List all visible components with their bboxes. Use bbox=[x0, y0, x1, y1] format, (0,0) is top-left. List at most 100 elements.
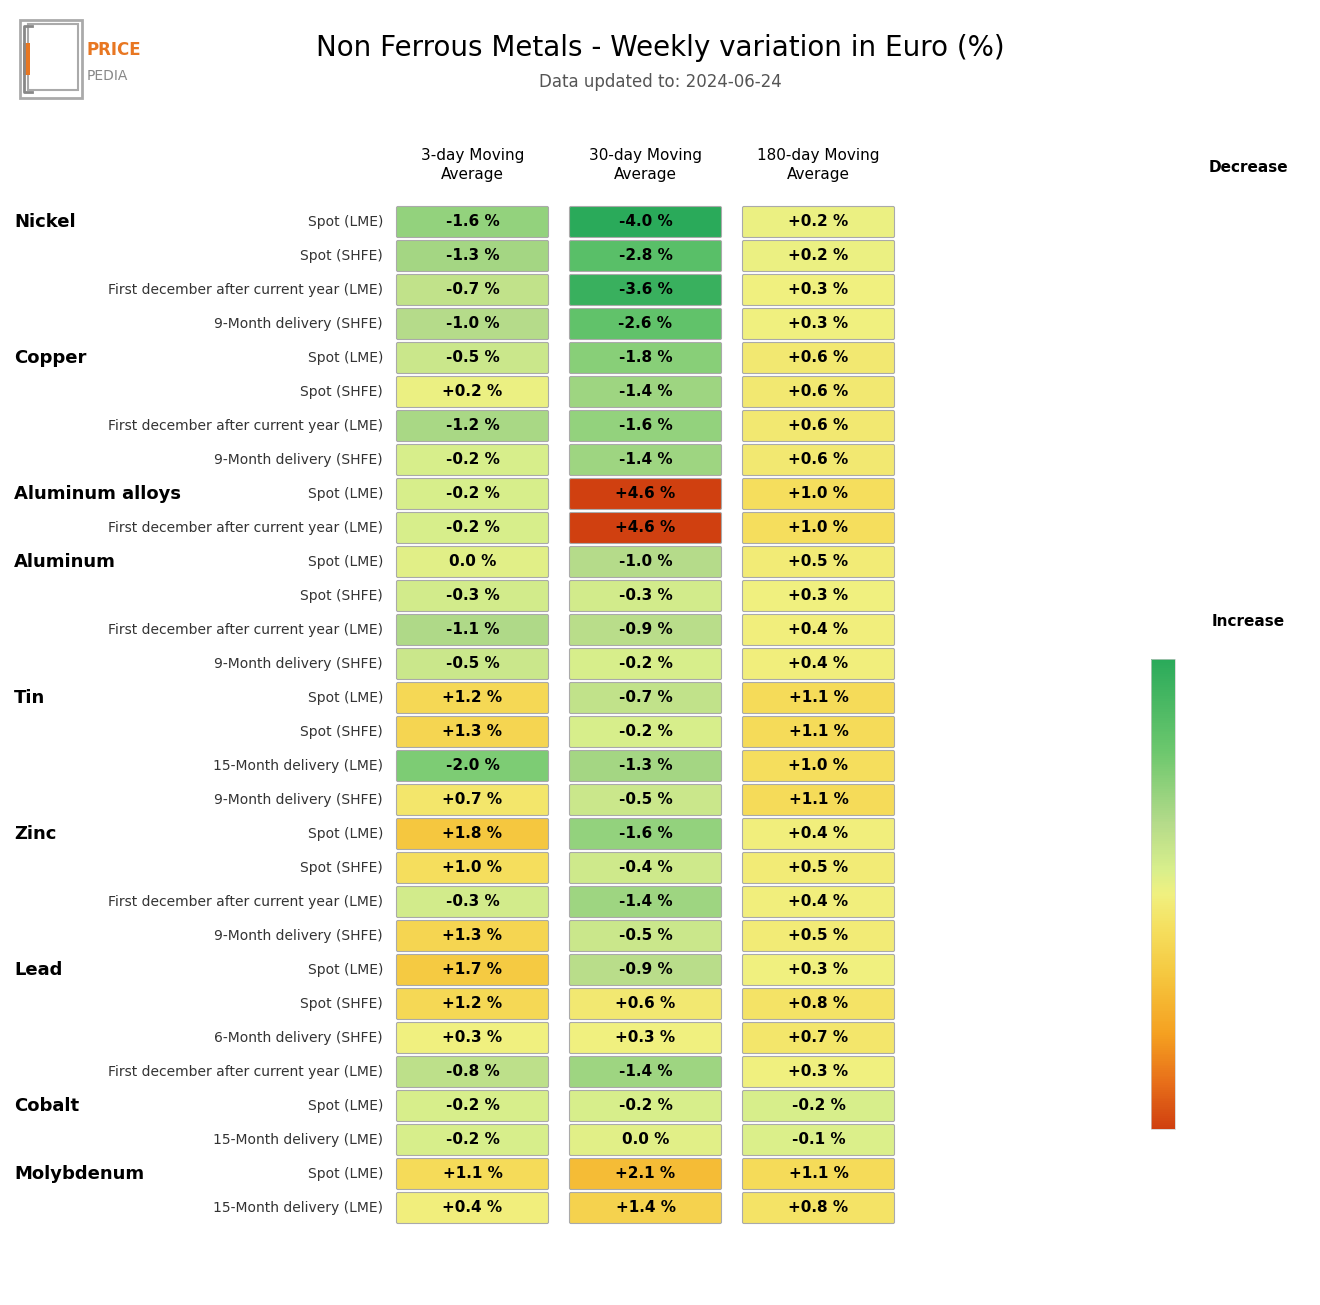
Text: -0.2 %: -0.2 % bbox=[619, 1099, 672, 1113]
Text: +0.4 %: +0.4 % bbox=[442, 1201, 503, 1215]
Text: 9-Month delivery (SHFE): 9-Month delivery (SHFE) bbox=[214, 656, 383, 671]
FancyBboxPatch shape bbox=[396, 308, 549, 339]
Text: +1.0 %: +1.0 % bbox=[788, 487, 849, 501]
Text: +0.3 %: +0.3 % bbox=[788, 317, 849, 331]
Text: Nickel: Nickel bbox=[15, 213, 75, 231]
FancyBboxPatch shape bbox=[396, 920, 549, 951]
Text: Molybdenum: Molybdenum bbox=[15, 1165, 144, 1184]
FancyBboxPatch shape bbox=[742, 479, 895, 509]
Text: +1.1 %: +1.1 % bbox=[788, 792, 849, 808]
FancyBboxPatch shape bbox=[569, 1159, 722, 1189]
FancyBboxPatch shape bbox=[742, 1091, 895, 1121]
FancyBboxPatch shape bbox=[742, 852, 895, 883]
FancyBboxPatch shape bbox=[396, 274, 549, 305]
Text: Spot (LME): Spot (LME) bbox=[308, 827, 383, 840]
FancyBboxPatch shape bbox=[742, 784, 895, 816]
Text: First december after current year (LME): First december after current year (LME) bbox=[108, 895, 383, 910]
Text: 9-Month delivery (SHFE): 9-Month delivery (SHFE) bbox=[214, 453, 383, 467]
Text: +2.1 %: +2.1 % bbox=[615, 1167, 676, 1181]
Text: +0.6 %: +0.6 % bbox=[788, 385, 849, 399]
Text: -1.4 %: -1.4 % bbox=[619, 1065, 672, 1079]
Text: -1.1 %: -1.1 % bbox=[446, 622, 499, 638]
FancyBboxPatch shape bbox=[396, 547, 549, 578]
Text: -1.0 %: -1.0 % bbox=[446, 317, 499, 331]
Bar bbox=[20, 20, 82, 98]
FancyBboxPatch shape bbox=[569, 920, 722, 951]
FancyBboxPatch shape bbox=[742, 649, 895, 680]
Text: 0.0 %: 0.0 % bbox=[449, 555, 496, 569]
Text: +1.1 %: +1.1 % bbox=[442, 1167, 503, 1181]
FancyBboxPatch shape bbox=[569, 274, 722, 305]
FancyBboxPatch shape bbox=[742, 750, 895, 782]
Text: 9-Month delivery (SHFE): 9-Month delivery (SHFE) bbox=[214, 793, 383, 806]
FancyBboxPatch shape bbox=[569, 513, 722, 543]
Text: +0.2 %: +0.2 % bbox=[788, 248, 849, 264]
FancyBboxPatch shape bbox=[396, 581, 549, 612]
Text: +0.4 %: +0.4 % bbox=[788, 656, 849, 672]
FancyBboxPatch shape bbox=[569, 1023, 722, 1053]
Text: 3-day Moving
Average: 3-day Moving Average bbox=[421, 147, 524, 183]
Text: +1.8 %: +1.8 % bbox=[442, 826, 503, 842]
FancyBboxPatch shape bbox=[569, 988, 722, 1019]
Text: -0.1 %: -0.1 % bbox=[792, 1133, 845, 1147]
Text: First december after current year (LME): First december after current year (LME) bbox=[108, 622, 383, 637]
Text: -1.8 %: -1.8 % bbox=[619, 351, 672, 365]
Text: -0.5 %: -0.5 % bbox=[619, 792, 672, 808]
Text: 9-Month delivery (SHFE): 9-Month delivery (SHFE) bbox=[214, 317, 383, 331]
FancyBboxPatch shape bbox=[569, 377, 722, 407]
Text: Lead: Lead bbox=[15, 960, 62, 979]
FancyBboxPatch shape bbox=[396, 818, 549, 850]
FancyBboxPatch shape bbox=[742, 240, 895, 271]
FancyBboxPatch shape bbox=[742, 411, 895, 441]
Text: +1.3 %: +1.3 % bbox=[442, 928, 503, 944]
Text: 15-Month delivery (LME): 15-Month delivery (LME) bbox=[213, 1201, 383, 1215]
FancyBboxPatch shape bbox=[396, 615, 549, 646]
FancyBboxPatch shape bbox=[569, 206, 722, 238]
Text: -0.2 %: -0.2 % bbox=[446, 1099, 499, 1113]
Text: -1.3 %: -1.3 % bbox=[446, 248, 499, 264]
Text: +0.4 %: +0.4 % bbox=[788, 826, 849, 842]
FancyBboxPatch shape bbox=[742, 716, 895, 748]
FancyBboxPatch shape bbox=[742, 547, 895, 578]
Text: +1.1 %: +1.1 % bbox=[788, 690, 849, 706]
Text: +0.8 %: +0.8 % bbox=[788, 997, 849, 1011]
Text: Spot (SHFE): Spot (SHFE) bbox=[300, 385, 383, 399]
Text: First december after current year (LME): First december after current year (LME) bbox=[108, 419, 383, 433]
Text: -0.7 %: -0.7 % bbox=[446, 282, 499, 298]
FancyBboxPatch shape bbox=[742, 818, 895, 850]
FancyBboxPatch shape bbox=[569, 581, 722, 612]
FancyBboxPatch shape bbox=[569, 954, 722, 985]
Text: Increase: Increase bbox=[1212, 615, 1284, 629]
FancyBboxPatch shape bbox=[396, 342, 549, 373]
FancyBboxPatch shape bbox=[396, 649, 549, 680]
FancyBboxPatch shape bbox=[396, 886, 549, 917]
FancyBboxPatch shape bbox=[396, 206, 549, 238]
FancyBboxPatch shape bbox=[569, 1125, 722, 1155]
FancyBboxPatch shape bbox=[569, 411, 722, 441]
FancyBboxPatch shape bbox=[569, 615, 722, 646]
Text: 6-Month delivery (SHFE): 6-Month delivery (SHFE) bbox=[214, 1031, 383, 1045]
Text: +1.2 %: +1.2 % bbox=[442, 690, 503, 706]
Text: -1.4 %: -1.4 % bbox=[619, 894, 672, 910]
FancyBboxPatch shape bbox=[396, 445, 549, 475]
Text: -1.2 %: -1.2 % bbox=[446, 419, 499, 433]
Text: +0.3 %: +0.3 % bbox=[788, 589, 849, 603]
FancyBboxPatch shape bbox=[742, 954, 895, 985]
FancyBboxPatch shape bbox=[742, 445, 895, 475]
Text: -4.0 %: -4.0 % bbox=[619, 214, 672, 230]
Bar bbox=[22, 43, 30, 74]
Text: +0.5 %: +0.5 % bbox=[788, 555, 849, 569]
FancyBboxPatch shape bbox=[396, 1057, 549, 1087]
FancyBboxPatch shape bbox=[742, 342, 895, 373]
Text: +1.0 %: +1.0 % bbox=[442, 860, 503, 876]
FancyBboxPatch shape bbox=[742, 1023, 895, 1053]
FancyBboxPatch shape bbox=[569, 818, 722, 850]
Text: Data updated to: 2024-06-24: Data updated to: 2024-06-24 bbox=[539, 73, 781, 91]
FancyBboxPatch shape bbox=[742, 615, 895, 646]
FancyBboxPatch shape bbox=[569, 784, 722, 816]
Text: +0.5 %: +0.5 % bbox=[788, 860, 849, 876]
Text: -1.6 %: -1.6 % bbox=[446, 214, 499, 230]
Text: +0.3 %: +0.3 % bbox=[442, 1031, 503, 1045]
Text: -0.3 %: -0.3 % bbox=[619, 589, 672, 603]
Text: 30-day Moving
Average: 30-day Moving Average bbox=[589, 147, 702, 183]
